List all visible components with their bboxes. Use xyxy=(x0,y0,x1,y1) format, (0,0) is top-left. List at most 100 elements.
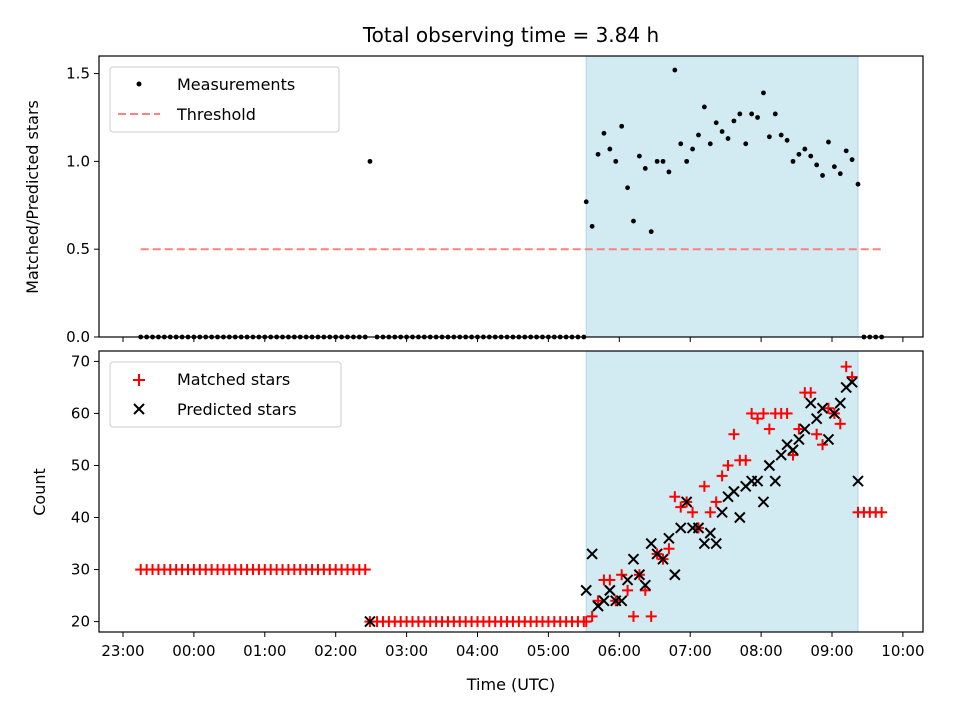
predicted-star-point xyxy=(793,433,805,446)
measurement-point xyxy=(713,120,719,126)
measurement-point xyxy=(790,158,796,164)
predicted-star-point xyxy=(621,574,634,586)
predicted-star-point xyxy=(639,579,652,591)
measurement-point xyxy=(778,132,784,138)
measurement-point xyxy=(808,153,814,159)
predicted-star-point xyxy=(657,553,669,565)
legend-matched-marker xyxy=(133,374,145,386)
measurement-point xyxy=(636,153,642,159)
bottom-y-tick-label: 20 xyxy=(71,613,90,631)
predicted-star-point xyxy=(364,615,376,628)
predicted-star-point xyxy=(669,569,681,581)
measurement-point xyxy=(820,173,825,178)
bottom-legend-box xyxy=(109,361,342,428)
measurement-point xyxy=(625,185,630,191)
x-tick-label: 23:00 xyxy=(101,642,144,660)
matched-stars-points xyxy=(135,361,888,628)
matched-star-point xyxy=(752,413,764,425)
predicted-star-point xyxy=(775,449,787,461)
measurement-point xyxy=(784,137,790,143)
measurement-point xyxy=(367,158,373,164)
predicted-star-point xyxy=(698,537,711,550)
measurement-point xyxy=(725,136,731,141)
predicted-star-point xyxy=(828,407,841,420)
matched-star-point xyxy=(728,428,740,440)
measurement-point xyxy=(843,148,849,154)
predicted-star-point xyxy=(604,584,616,597)
predicted-star-point xyxy=(710,537,722,550)
measurement-point xyxy=(642,166,648,171)
x-tick-label: 10:00 xyxy=(881,642,924,660)
top-shaded-region xyxy=(585,55,859,338)
measurement-point xyxy=(796,151,802,157)
matched-star-point xyxy=(669,491,681,503)
measurement-point xyxy=(761,90,766,96)
measurement-point xyxy=(719,129,725,134)
bottom-y-tick-label: 40 xyxy=(71,509,90,527)
bottom-axis-frame xyxy=(98,350,924,633)
predicted-star-point xyxy=(627,553,640,565)
legend-measurements-label: Measurements xyxy=(177,75,295,94)
predicted-star-point xyxy=(645,537,657,550)
predicted-star-point xyxy=(787,444,799,456)
measurement-point xyxy=(766,134,772,140)
measurement-point xyxy=(772,111,778,117)
matched-star-point xyxy=(716,470,728,482)
predicted-stars-points xyxy=(364,376,864,628)
legend-measurements-marker xyxy=(136,81,142,87)
top-shaded-rect xyxy=(585,55,859,338)
measurement-point xyxy=(654,158,660,164)
bottom-legend: Matched stars Predicted stars xyxy=(109,361,342,428)
matched-star-point xyxy=(781,407,793,419)
x-tick-label: 04:00 xyxy=(456,642,499,660)
measurement-point xyxy=(648,229,654,235)
top-legend: Measurements Threshold xyxy=(109,66,340,133)
x-tick-label: 05:00 xyxy=(527,642,570,660)
matched-star-point xyxy=(746,407,758,419)
x-tick-label: 01:00 xyxy=(243,642,286,660)
measurement-point xyxy=(849,157,855,163)
measurement-point xyxy=(690,146,695,152)
predicted-star-point xyxy=(846,376,858,388)
x-axis-label: Time (UTC) xyxy=(466,675,555,694)
matched-star-point xyxy=(763,423,775,435)
matched-star-point xyxy=(757,407,769,419)
top-legend-box xyxy=(109,66,340,133)
measurement-point xyxy=(855,181,861,187)
matched-star-point xyxy=(704,506,716,518)
measurement-point xyxy=(826,139,831,145)
matched-star-point xyxy=(876,506,888,518)
bottom-panel: 20 30 40 50 60 70 23:00 00:00 01:00 02:00 03:00 04:… xyxy=(30,350,925,694)
x-tick-label: 00:00 xyxy=(172,642,215,660)
top-axis-ticks: 0.0 0.5 1.0 1.5 xyxy=(66,65,904,346)
top-axis-frame xyxy=(98,55,924,338)
predicted-star-point xyxy=(763,459,776,472)
matched-star-point xyxy=(698,480,710,492)
measurement-point xyxy=(672,67,678,73)
measurement-point xyxy=(631,218,636,224)
top-y-tick-label: 0.5 xyxy=(66,240,90,258)
predicted-star-point xyxy=(769,475,781,487)
predicted-star-point xyxy=(810,412,823,425)
predicted-star-point xyxy=(680,496,693,508)
measurement-point xyxy=(814,162,820,168)
measurement-point xyxy=(613,158,619,164)
bottom-y-tick-label: 60 xyxy=(71,404,90,422)
x-tick-label: 07:00 xyxy=(669,642,712,660)
measurement-point xyxy=(678,141,684,147)
matched-star-point xyxy=(722,459,734,471)
matched-star-point xyxy=(645,610,657,622)
measurement-point xyxy=(607,146,613,152)
matched-star-point xyxy=(663,543,675,555)
predicted-star-point xyxy=(757,496,770,508)
matched-star-point xyxy=(822,402,834,414)
predicted-star-point xyxy=(805,397,817,409)
matched-star-point xyxy=(675,501,687,513)
predicted-star-point xyxy=(734,511,746,524)
predicted-star-point xyxy=(633,569,646,581)
matched-star-point xyxy=(627,610,639,622)
predicted-star-point xyxy=(692,522,705,534)
matched-star-point xyxy=(846,371,858,383)
measurement-point xyxy=(731,118,737,124)
measurement-point xyxy=(601,130,607,136)
